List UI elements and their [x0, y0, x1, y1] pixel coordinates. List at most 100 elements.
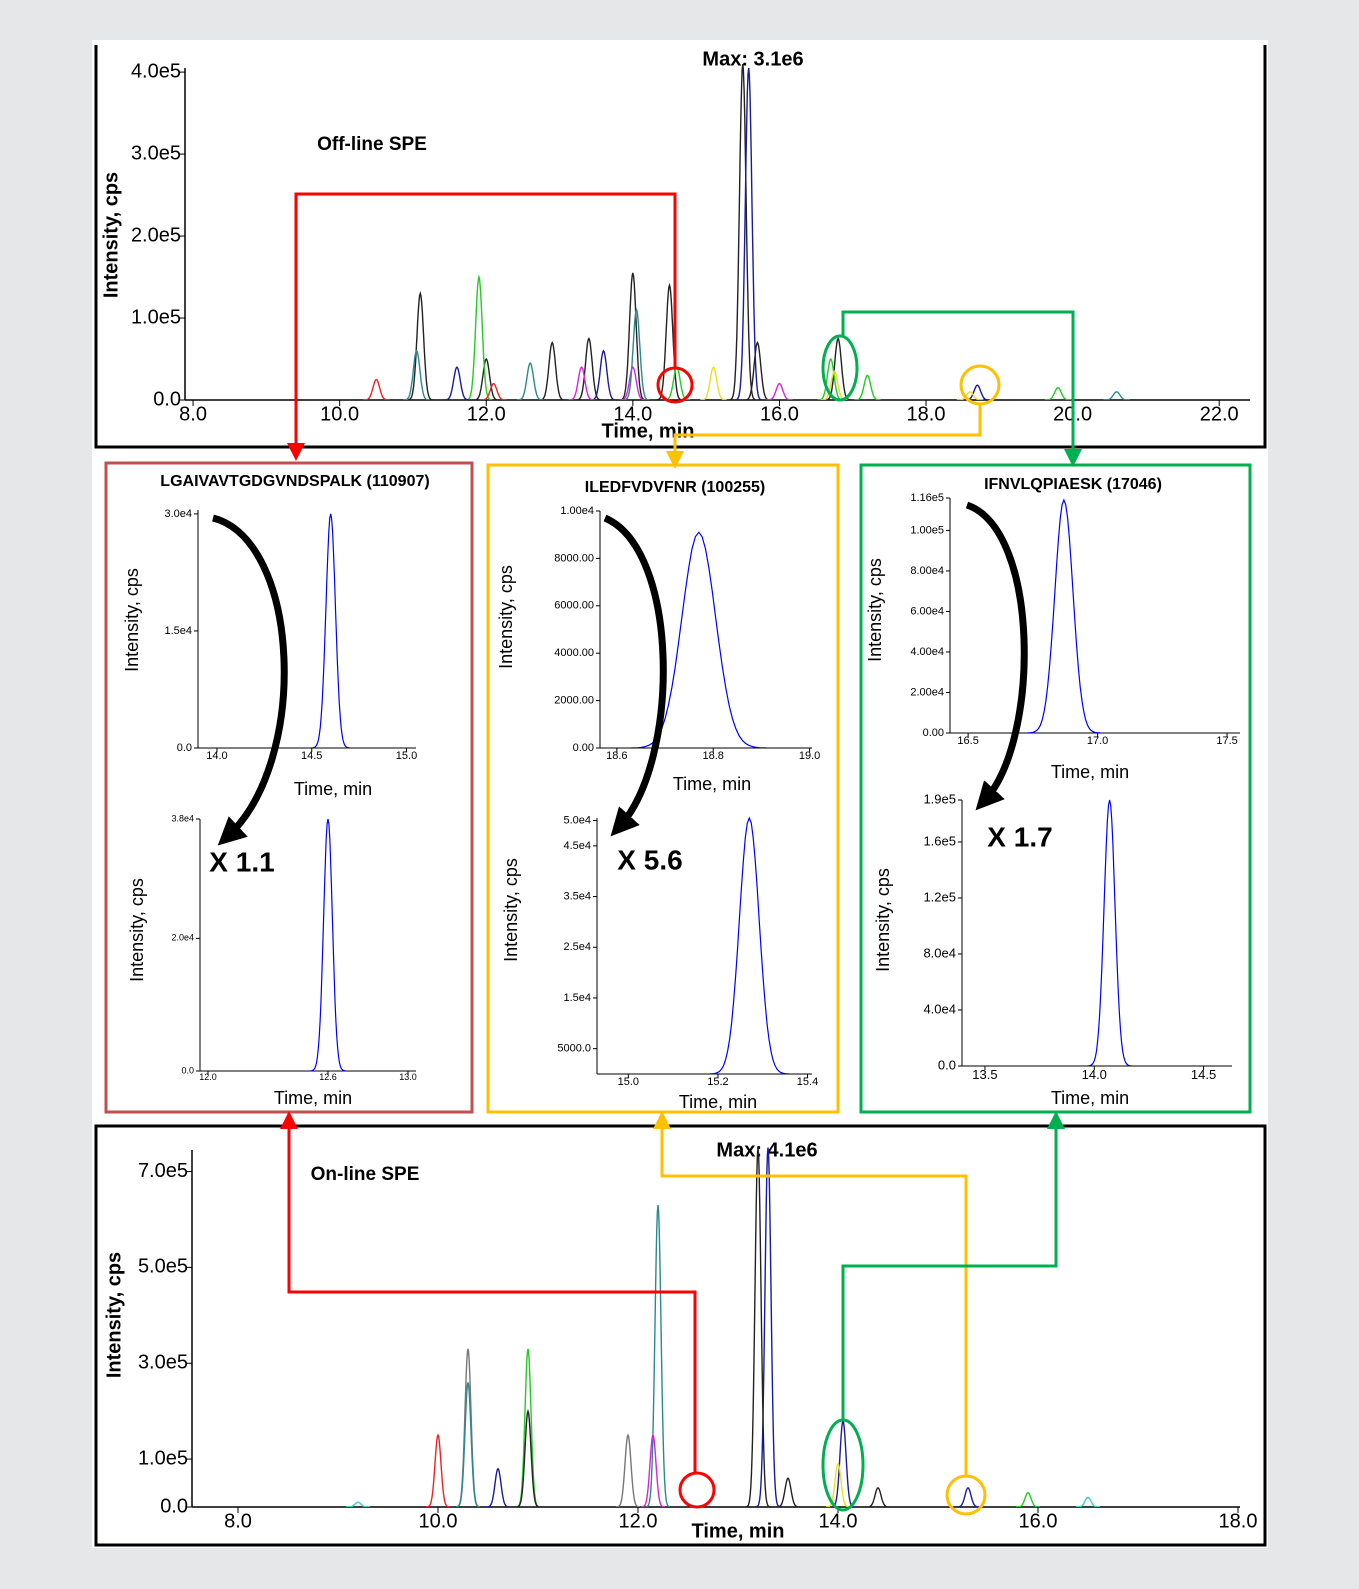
peak [1103, 391, 1130, 400]
y-tick-label: 6000.00 [554, 600, 594, 612]
peak [735, 67, 762, 400]
x-tick-label: 13.5 [972, 1067, 997, 1082]
y-tick-label: 8.0e4 [923, 945, 956, 960]
x-tick-label: 14.0 [206, 750, 227, 762]
x-axis-label: Time, min [274, 1088, 352, 1108]
x-axis-label: Time, min [673, 774, 751, 794]
peak [539, 341, 566, 400]
annotation: X 1.7 [987, 821, 1052, 852]
peak [486, 1467, 510, 1507]
chart-title: ILEDFVDVFNR (100255) [585, 479, 766, 496]
y-tick-label: 1.00e5 [910, 524, 944, 536]
peak [590, 349, 617, 400]
x-tick-label: 22.0 [1200, 403, 1239, 425]
y-tick-label: 1.5e4 [164, 625, 192, 637]
chart: 12.0 12.6 13.0 0.0 2.0e4 3.8e4 Time, min Intens… [127, 813, 417, 1107]
y-tick-label: 0.00 [923, 727, 944, 739]
chart-title: LGAIVAVTGDGVNDSPALK (110907) [160, 473, 429, 490]
y-tick-label: 0.0 [160, 1495, 188, 1517]
y-tick-label: 1.0e5 [138, 1447, 188, 1469]
connector [653, 1111, 968, 1476]
marker-ellipse [821, 334, 859, 402]
peak [443, 366, 471, 400]
peak [619, 272, 647, 400]
y-axis-label: Intensity, cps [103, 1252, 125, 1378]
y-tick-label: 5.0e5 [138, 1256, 188, 1278]
y-axis-label: Intensity, cps [122, 568, 142, 672]
peak [755, 1147, 781, 1507]
y-tick-label: 1.00e4 [560, 505, 594, 517]
y-tick-label: 5.0e4 [563, 814, 591, 826]
x-axis-label: Time, min [294, 779, 372, 799]
peak [700, 366, 727, 400]
x-tick-label: 18.0 [907, 403, 946, 425]
connector [666, 404, 982, 469]
x-axis-label: Time, min [692, 1520, 785, 1542]
x-axis-label: Time, min [1051, 762, 1129, 782]
plots: 8.0 10.0 12.0 14.0 16.0 18.0 20.0 22.00.01.0e52… [100, 48, 1257, 1542]
y-tick-label: 4.0e5 [131, 60, 181, 82]
chart-title: IFNVLQPIAESK (17046) [984, 476, 1162, 493]
y-tick-label: 3.0e5 [138, 1352, 188, 1374]
y-tick-label: 5000.0 [557, 1043, 591, 1055]
x-tick-label: 8.0 [224, 1510, 252, 1532]
peak [776, 1477, 800, 1507]
y-tick-label: 3.8e4 [171, 813, 194, 823]
x-axis-label: Time, min [602, 420, 695, 442]
y-tick-label: 4000.00 [554, 647, 594, 659]
y-tick-label: 3.5e4 [563, 890, 591, 902]
annotation: Max: 3.1e6 [702, 48, 803, 70]
x-tick-label: 14.0 [613, 403, 652, 425]
y-axis-label: Intensity, cps [496, 565, 516, 669]
annotation: X 5.6 [617, 844, 682, 875]
peak [575, 337, 603, 400]
frames [94, 45, 1267, 1547]
peak [766, 382, 793, 400]
x-tick-label: 17.0 [1087, 735, 1108, 747]
x-tick-label: 13.0 [399, 1072, 417, 1082]
y-tick-label: 0.0 [177, 742, 192, 754]
y-tick-label: 1.5e4 [563, 992, 591, 1004]
annotation: Max: 4.1e6 [716, 1139, 817, 1161]
y-tick-label: 1.9e5 [923, 791, 956, 806]
peak [956, 1486, 980, 1507]
peak [645, 1205, 671, 1507]
x-tick-label: 12.0 [467, 403, 506, 425]
y-tick-label: 4.0e4 [923, 1001, 956, 1016]
peak [1016, 1491, 1040, 1507]
x-tick-label: 19.0 [799, 750, 820, 762]
y-tick-label: 8000.00 [554, 552, 594, 564]
chart: 8.0 10.0 12.0 14.0 16.0 18.0 0.0 1.0e5 3.0e5 5.0e… [103, 1139, 1257, 1542]
y-tick-label: 3.0e4 [164, 508, 192, 520]
y-tick-label: 1.16e5 [910, 492, 944, 504]
peak [568, 366, 595, 400]
y-axis-label: Intensity, cps [100, 172, 122, 298]
connector [280, 1111, 697, 1473]
peak [455, 1382, 481, 1507]
y-tick-label: 2.0e5 [131, 224, 181, 246]
peak [406, 291, 434, 400]
peak [709, 816, 789, 1074]
x-tick-label: 18.6 [606, 750, 627, 762]
curved-arrow [603, 514, 667, 837]
peak [1044, 386, 1072, 400]
x-tick-label: 14.0 [1082, 1067, 1107, 1082]
peak [1087, 799, 1132, 1066]
y-tick-label: 0.00 [573, 742, 594, 754]
y-tick-label: 1.2e5 [923, 889, 956, 904]
peak [615, 1433, 641, 1507]
x-tick-label: 16.0 [760, 403, 799, 425]
y-tick-label: 1.6e5 [923, 833, 956, 848]
y-tick-label: 0.0 [938, 1057, 956, 1072]
y-axis-label: Intensity, cps [127, 878, 147, 982]
x-tick-label: 18.8 [703, 750, 724, 762]
y-tick-label: 1.0e5 [131, 306, 181, 328]
x-tick-label: 14.0 [819, 1510, 858, 1532]
x-tick-label: 18.0 [1219, 1510, 1258, 1532]
x-tick-label: 17.5 [1216, 735, 1237, 747]
chart: 15.0 15.2 15.4 5000.0 1.5e4 2.5e4 3.5e4 4.5e4 5.… [501, 814, 818, 1111]
peak [1027, 498, 1101, 733]
curved-arrow [212, 514, 288, 846]
x-tick-label: 10.0 [419, 1510, 458, 1532]
chart: 16.5 17.0 17.5 0.00 2.00e4 4.00e4 6.00e4 8.00e4… [865, 476, 1240, 782]
